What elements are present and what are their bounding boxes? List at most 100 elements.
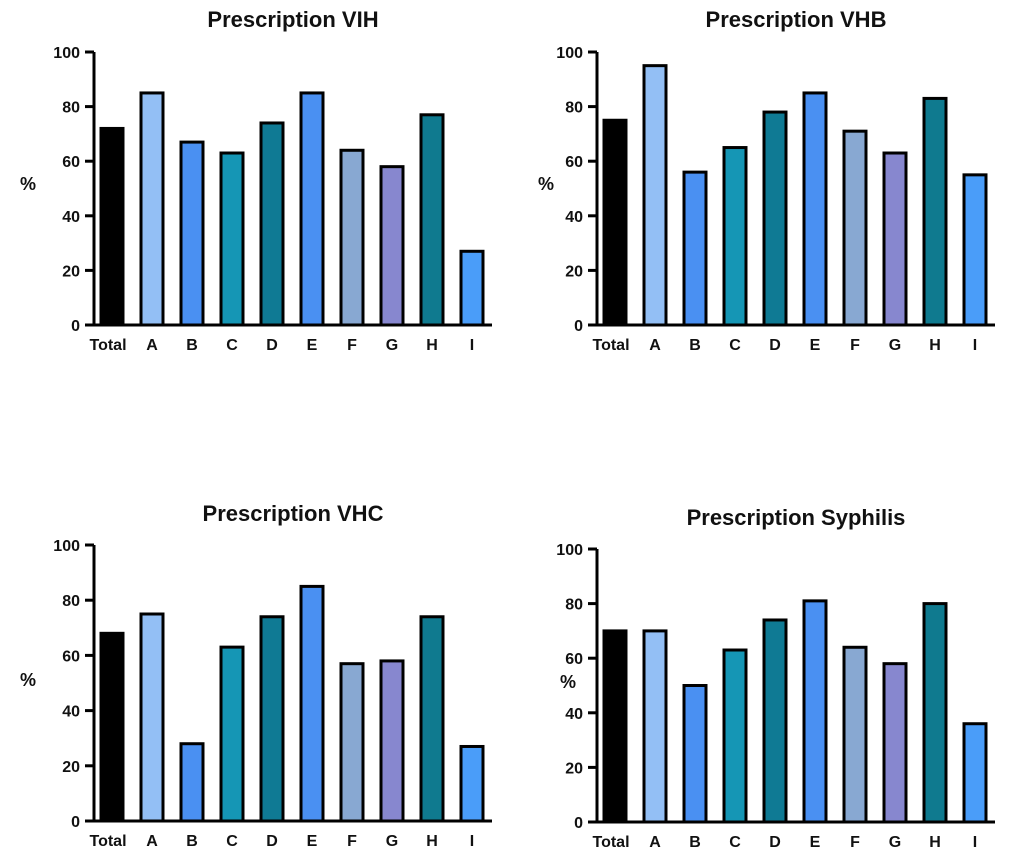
bar-A — [139, 612, 165, 823]
x-tick-label: D — [266, 833, 278, 850]
bar-D — [762, 110, 788, 327]
x-tick-label: H — [929, 834, 941, 851]
y-tick-label: 80 — [565, 100, 583, 117]
y-tick-label: 0 — [574, 815, 583, 832]
y-tick-label: 20 — [565, 263, 583, 280]
x-tick-label: E — [307, 337, 318, 354]
bar-F — [339, 148, 365, 327]
x-tick-label: F — [850, 834, 860, 851]
y-tick-label: 0 — [71, 318, 80, 335]
x-tick-label: H — [929, 337, 941, 354]
bar-I — [962, 722, 988, 824]
y-tick-label: 20 — [565, 760, 583, 777]
bar-E — [802, 91, 828, 327]
x-tick-label: G — [386, 337, 398, 354]
bar-B — [682, 684, 708, 824]
x-tick-label: I — [973, 337, 977, 354]
x-tick-label: A — [649, 337, 661, 354]
bar-H — [922, 602, 948, 824]
x-tick-label: F — [347, 833, 357, 850]
chart-title: Prescription VIH — [207, 7, 378, 32]
bar-C — [219, 151, 245, 327]
x-tick-label: I — [470, 833, 474, 850]
x-tick-label: G — [386, 833, 398, 850]
bar-F — [842, 645, 868, 824]
x-tick-label: F — [347, 337, 357, 354]
x-tick-label: E — [810, 834, 821, 851]
bar-H — [922, 96, 948, 327]
x-tick-label: Total — [89, 337, 126, 354]
y-tick-label: 80 — [62, 100, 80, 117]
bar-Total — [99, 631, 125, 823]
bar-F — [339, 662, 365, 823]
y-tick-label: 20 — [62, 263, 80, 280]
bar-I — [459, 744, 485, 823]
bar-B — [179, 140, 205, 327]
x-tick-label: C — [729, 337, 741, 354]
x-tick-label: D — [769, 834, 781, 851]
x-tick-label: C — [226, 833, 238, 850]
bar-Total — [602, 629, 628, 824]
y-tick-label: 100 — [556, 45, 583, 62]
y-axis-label: % — [538, 174, 554, 194]
x-tick-label: B — [689, 337, 701, 354]
bar-E — [299, 584, 325, 823]
x-tick-label: H — [426, 833, 438, 850]
y-axis-label: % — [560, 672, 576, 692]
y-tick-label: 40 — [62, 704, 80, 721]
chart-panel-1: Prescription VHB% 0 20 40 60 80 100 Total A B C D E F… — [538, 7, 995, 354]
x-tick-label: I — [470, 337, 474, 354]
bar-D — [762, 618, 788, 824]
y-tick-label: 100 — [556, 542, 583, 559]
bar-H — [419, 615, 445, 823]
chart-panel-0: Prescription VIH% 0 20 40 60 80 100 Total A B C D E F… — [20, 7, 492, 354]
bar-Total — [99, 126, 125, 327]
x-tick-label: C — [729, 834, 741, 851]
bar-H — [419, 113, 445, 327]
x-tick-label: E — [810, 337, 821, 354]
bar-C — [722, 648, 748, 824]
bar-F — [842, 129, 868, 327]
y-tick-label: 60 — [62, 154, 80, 171]
bar-A — [642, 64, 668, 327]
bar-G — [882, 151, 908, 327]
y-tick-label: 100 — [53, 45, 80, 62]
bar-B — [682, 170, 708, 327]
x-tick-label: Total — [592, 834, 629, 851]
chart-title: Prescription Syphilis — [687, 505, 906, 530]
chart-panel-2: Prescription VHC% 0 20 40 60 80 100 Total A B C D E F… — [20, 501, 492, 850]
x-tick-label: E — [307, 833, 318, 850]
bar-Total — [602, 118, 628, 327]
y-tick-label: 0 — [71, 814, 80, 831]
x-tick-label: B — [186, 833, 198, 850]
y-tick-label: 40 — [62, 209, 80, 226]
x-tick-label: A — [146, 337, 158, 354]
x-tick-label: G — [889, 337, 901, 354]
bar-G — [379, 165, 405, 327]
x-tick-label: D — [266, 337, 278, 354]
bar-C — [722, 146, 748, 327]
x-tick-label: A — [146, 833, 158, 850]
bar-A — [642, 629, 668, 824]
y-tick-label: 40 — [565, 706, 583, 723]
y-tick-label: 60 — [62, 648, 80, 665]
y-tick-label: 20 — [62, 759, 80, 776]
chart-title: Prescription VHB — [706, 7, 887, 32]
x-tick-label: D — [769, 337, 781, 354]
bar-I — [459, 249, 485, 327]
y-tick-label: 60 — [565, 154, 583, 171]
bar-A — [139, 91, 165, 327]
x-tick-label: G — [889, 834, 901, 851]
y-tick-label: 80 — [565, 597, 583, 614]
bar-E — [802, 599, 828, 824]
y-tick-label: 60 — [565, 651, 583, 668]
x-tick-label: H — [426, 337, 438, 354]
chart-panel-3: Prescription Syphilis% 0 20 40 60 80 100 Total A… — [556, 505, 995, 851]
bar-B — [179, 742, 205, 823]
bar-D — [259, 121, 285, 327]
chart-title: Prescription VHC — [203, 501, 384, 526]
y-tick-label: 40 — [565, 209, 583, 226]
x-tick-label: A — [649, 834, 661, 851]
y-tick-label: 100 — [53, 538, 80, 555]
